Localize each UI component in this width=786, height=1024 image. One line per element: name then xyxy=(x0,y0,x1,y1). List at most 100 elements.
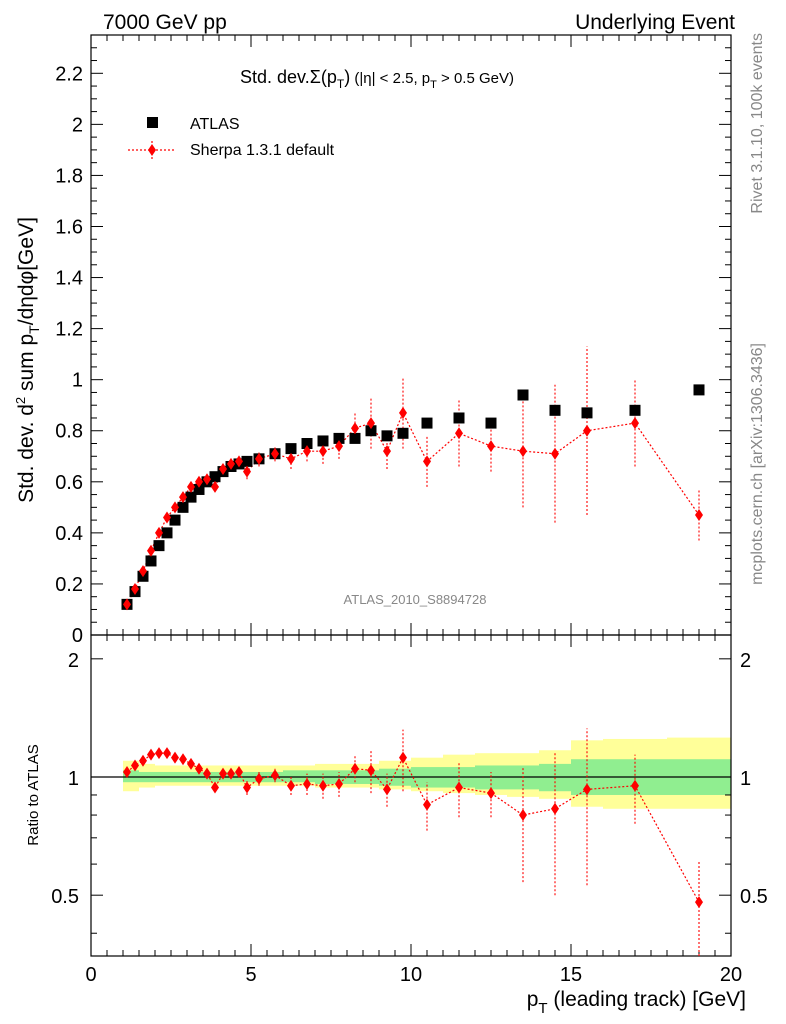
sherpa-point xyxy=(147,544,155,557)
ratio-sherpa-point xyxy=(695,896,703,909)
ratio-sherpa-point xyxy=(551,802,559,815)
atlas-point xyxy=(453,412,465,424)
ratio-sherpa-point xyxy=(455,781,463,794)
y-tick-label: 0.4 xyxy=(55,523,83,545)
ratio-y-tick-label-right: 0.5 xyxy=(740,886,768,908)
atlas-point xyxy=(145,555,157,567)
sherpa-point xyxy=(203,473,211,486)
analysis-watermark: ATLAS_2010_S8894728 xyxy=(344,592,487,607)
ratio-band-inner xyxy=(123,770,139,783)
ratio-sherpa-point xyxy=(351,762,359,775)
atlas-point xyxy=(421,417,433,429)
ratio-sherpa-point xyxy=(319,779,327,792)
y-tick-label: 0.2 xyxy=(55,574,83,596)
main-title: Std. dev.Σ(pT) (|η| < 2.5, pT > 0.5 GeV) xyxy=(240,67,514,91)
atlas-point xyxy=(317,435,329,447)
sherpa-point xyxy=(195,475,203,488)
ratio-sherpa-point xyxy=(583,783,591,796)
atlas-point xyxy=(629,404,641,416)
ratio-sherpa-point xyxy=(203,767,211,780)
atlas-point xyxy=(517,389,529,401)
sherpa-point xyxy=(335,440,343,453)
sherpa-point xyxy=(351,422,359,435)
y-tick-label: 0.8 xyxy=(55,421,83,443)
atlas-point xyxy=(333,432,345,444)
x-tick-label: 5 xyxy=(245,964,256,986)
sherpa-point xyxy=(383,445,391,458)
sherpa-point xyxy=(631,417,639,430)
y-tick-label: 1.6 xyxy=(55,216,83,238)
main-ylabel: Std. dev. d2 sum pT/dηdφ[GeV] xyxy=(13,217,42,503)
ratio-sherpa-point xyxy=(255,772,263,785)
sherpa-point xyxy=(227,457,235,470)
ratio-sherpa-point xyxy=(631,779,639,792)
ratio-sherpa-point xyxy=(235,765,243,778)
ratio-band-inner xyxy=(283,770,315,783)
sherpa-point xyxy=(423,455,431,468)
sherpa-point xyxy=(487,440,495,453)
atlas-point xyxy=(381,430,393,442)
ratio-sherpa-point xyxy=(367,764,375,777)
atlas-point xyxy=(349,432,361,444)
legend: ATLAS Sherpa 1.3.1 default xyxy=(128,116,335,159)
ratio-sherpa-point xyxy=(487,787,495,800)
ratio-sherpa-point xyxy=(383,783,391,796)
legend-atlas-marker xyxy=(147,117,158,128)
y-tick-label: 0.6 xyxy=(55,472,83,494)
sherpa-point xyxy=(455,427,463,440)
legend-sherpa-label: Sherpa 1.3.1 default xyxy=(190,142,335,159)
atlas-point xyxy=(301,438,313,450)
atlas-point xyxy=(365,425,377,437)
x-tick-label: 15 xyxy=(560,964,582,986)
ratio-sherpa-point xyxy=(123,765,131,778)
y-tick-label: 1.2 xyxy=(55,319,83,341)
atlas-point xyxy=(581,407,593,419)
y-tick-label: 1.8 xyxy=(55,165,83,187)
ratio-sherpa-point xyxy=(227,767,235,780)
y-tick-label: 1 xyxy=(72,370,83,392)
x-tick-label: 10 xyxy=(400,964,422,986)
ratio-sherpa-point xyxy=(243,781,251,794)
rivet-label: Rivet 3.1.10, 100k events xyxy=(749,33,766,214)
atlas-point xyxy=(397,427,409,439)
y-tick-label-zero: 0 xyxy=(72,625,83,647)
x-tick-label: 0 xyxy=(85,964,96,986)
atlas-point xyxy=(169,514,181,526)
header-left: 7000 GeV pp xyxy=(103,11,227,34)
atlas-point xyxy=(693,384,705,396)
sherpa-point xyxy=(131,583,139,596)
ratio-sherpa-point xyxy=(335,777,343,790)
sherpa-point xyxy=(179,491,187,504)
ratio-ylabel: Ratio to ATLAS xyxy=(25,744,42,845)
sherpa-point xyxy=(171,501,179,514)
ratio-y-tick-label-right: 1 xyxy=(740,768,751,790)
atlas-point xyxy=(485,417,497,429)
sherpa-point xyxy=(219,463,227,476)
sherpa-point xyxy=(519,445,527,458)
atlas-point xyxy=(209,471,221,483)
ratio-sherpa-point xyxy=(155,747,163,760)
atlas-point xyxy=(549,404,561,416)
ratio-sherpa-point xyxy=(171,751,179,764)
y-tick-label: 2.2 xyxy=(55,63,83,85)
legend-sherpa-marker xyxy=(148,144,156,156)
ratio-y-tick-label-right: 2 xyxy=(740,650,751,672)
ratio-sherpa-line xyxy=(126,752,700,903)
sherpa-point xyxy=(319,445,327,458)
ratio-sherpa-point xyxy=(399,751,407,764)
atlas-point xyxy=(153,540,165,552)
sherpa-point xyxy=(271,447,279,460)
ratio-sherpa-point xyxy=(287,779,295,792)
sherpa-point xyxy=(243,465,251,478)
header-right: Underlying Event xyxy=(575,11,735,34)
atlas-point xyxy=(185,491,197,503)
sherpa-point xyxy=(303,445,311,458)
ratio-sherpa-point xyxy=(219,767,227,780)
legend-atlas-label: ATLAS xyxy=(190,116,240,133)
sherpa-point xyxy=(583,424,591,437)
sherpa-point xyxy=(187,480,195,493)
sherpa-point xyxy=(139,565,147,578)
ratio-sherpa-point xyxy=(147,748,155,761)
ratio-sherpa-point xyxy=(163,747,171,760)
y-tick-label: 1.4 xyxy=(55,268,83,290)
